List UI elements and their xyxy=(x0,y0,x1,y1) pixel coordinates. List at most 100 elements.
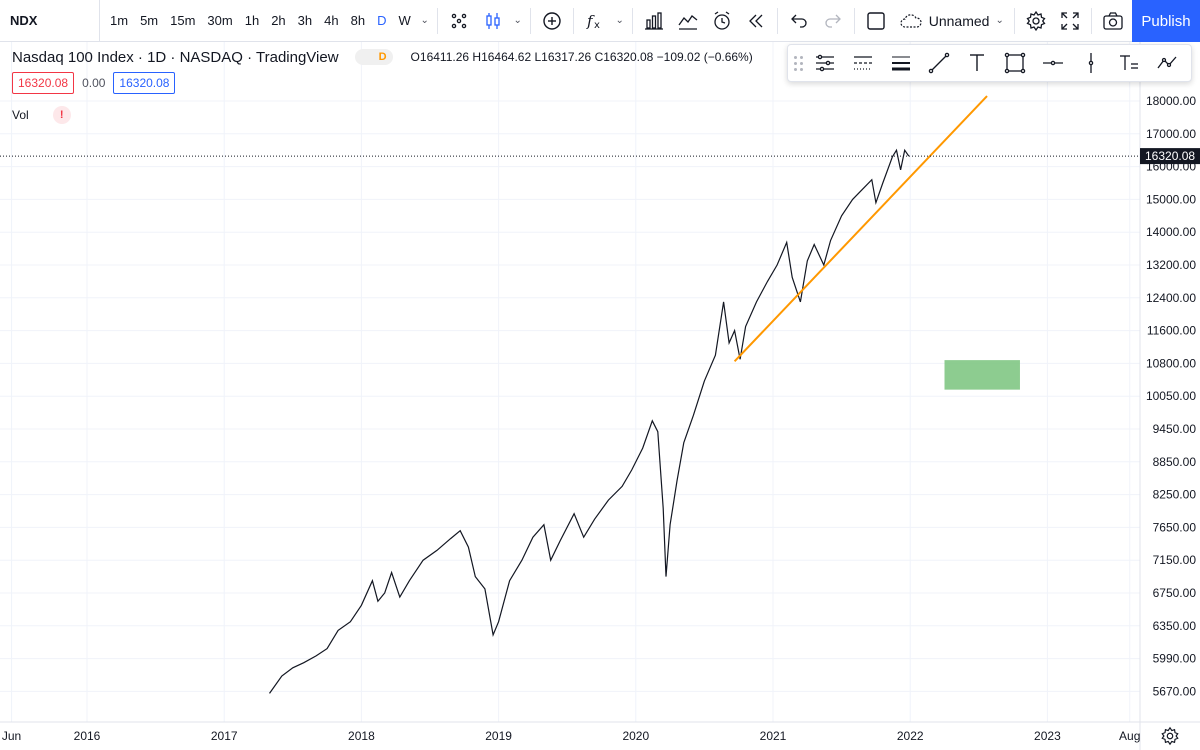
rectangle-tool-icon[interactable] xyxy=(996,45,1034,81)
buy-price-button[interactable]: 16320.08 xyxy=(113,72,176,94)
time-tick-label: 2016 xyxy=(74,729,101,743)
price-tick-label: 7650.00 xyxy=(1153,520,1197,534)
time-tick-label: 2021 xyxy=(760,729,787,743)
interval-tabs: 1m 5m 15m 30m 1h 2h 3h 4h 8h D W xyxy=(100,0,417,42)
time-tick-label: 2023 xyxy=(1034,729,1061,743)
interval-4h[interactable]: 4h xyxy=(324,13,339,28)
low-value: 16317.26 xyxy=(541,50,592,64)
replay-icon[interactable] xyxy=(739,0,773,42)
chart-legend: Nasdaq 100 Index · 1D · NASDAQ · Trading… xyxy=(12,48,753,124)
price-tick-label: 17000.00 xyxy=(1146,127,1196,141)
interval-D[interactable]: D xyxy=(377,13,387,28)
alert-icon[interactable] xyxy=(705,0,739,42)
trend-line-drawing xyxy=(733,95,988,363)
time-tick-label: 2019 xyxy=(485,729,512,743)
drag-handle-icon[interactable] xyxy=(794,53,806,73)
volume-indicator-label[interactable]: Vol xyxy=(12,108,29,122)
interval-30m[interactable]: 30m xyxy=(207,13,233,28)
price-tick-label: 15000.00 xyxy=(1146,192,1196,206)
interval-2h[interactable]: 2h xyxy=(271,13,286,28)
price-tick-label: 6350.00 xyxy=(1153,619,1197,633)
time-tick-label: 2018 xyxy=(348,729,375,743)
compare-icon[interactable] xyxy=(671,0,705,42)
close-value: 16320.08 xyxy=(603,50,654,64)
price-tick-label: 18000.00 xyxy=(1146,94,1196,108)
price-tick-label: 5990.00 xyxy=(1153,652,1197,666)
last-price-tag: 16320.08 xyxy=(1140,148,1200,165)
time-tick-label: 2020 xyxy=(622,729,649,743)
expand-icon[interactable] xyxy=(1053,0,1087,42)
chart-type-chevron-icon[interactable]: ⌄ xyxy=(513,15,522,26)
layout-name: Unnamed xyxy=(928,12,990,29)
svg-text:x: x xyxy=(594,20,600,31)
price-tick-label: 8850.00 xyxy=(1153,455,1197,469)
price-tick-label: 12400.00 xyxy=(1146,291,1196,305)
publish-button[interactable]: Publish xyxy=(1132,0,1200,42)
symbol-title[interactable]: Nasdaq 100 Index · 1D · NASDAQ · Trading… xyxy=(12,48,339,66)
ohlc-values: O16411.26 H16464.62 L16317.26 C16320.08 … xyxy=(410,50,753,64)
interval-1h[interactable]: 1h xyxy=(244,13,260,28)
indicators-chevron-icon[interactable]: ⌄ xyxy=(615,15,624,26)
sell-price-button[interactable]: 16320.08 xyxy=(12,72,75,94)
symbol-search[interactable]: NDX xyxy=(0,0,100,42)
time-tick-label: Aug xyxy=(1119,729,1140,743)
interval-15m[interactable]: 15m xyxy=(170,13,196,28)
drawing-toolbar xyxy=(787,44,1192,82)
interval-3h[interactable]: 3h xyxy=(297,13,313,28)
chart-settings-gear-icon[interactable] xyxy=(1140,722,1200,750)
price-tick-label: 6750.00 xyxy=(1153,586,1197,600)
add-indicator-icon[interactable] xyxy=(535,0,569,42)
candles-icon[interactable] xyxy=(476,0,510,42)
cloud-icon xyxy=(900,13,922,28)
template-lines-icon[interactable] xyxy=(806,45,844,81)
price-series-line xyxy=(269,148,910,694)
svg-text:f: f xyxy=(586,12,595,30)
interval-W[interactable]: W xyxy=(398,13,411,28)
templates-icon[interactable] xyxy=(637,0,671,42)
trend-line-tool-icon[interactable] xyxy=(920,45,958,81)
change-value: −109.02 (−0.66%) xyxy=(656,50,753,64)
layout-name-button[interactable]: Unnamed ⌄ xyxy=(893,0,1010,42)
price-tick-label: 13200.00 xyxy=(1146,258,1196,272)
interval-chevron-down-icon[interactable]: ⌄ xyxy=(420,15,429,26)
spread-value: 0.00 xyxy=(82,76,106,90)
price-tick-label: 10050.00 xyxy=(1146,389,1196,403)
delayed-badge[interactable]: D xyxy=(354,49,393,65)
price-tick-label: 11600.00 xyxy=(1147,324,1196,338)
last-price-label: 16320.08 xyxy=(1145,149,1195,163)
volume-warning-icon[interactable]: ! xyxy=(52,106,71,124)
time-axis: Jun 2016 2017 2018 2019 2020 2021 2022 2023 Aug xyxy=(0,721,1200,743)
undo-icon[interactable] xyxy=(782,0,816,42)
grid-lines xyxy=(0,42,1140,722)
horizontal-line-tool-icon[interactable] xyxy=(1034,45,1072,81)
line-style-icon[interactable] xyxy=(844,45,882,81)
interval-5m[interactable]: 5m xyxy=(140,13,159,28)
price-tick-label: 9450.00 xyxy=(1153,422,1197,436)
price-tick-label: 7150.00 xyxy=(1153,553,1197,567)
rectangle-drawing xyxy=(944,360,1020,390)
settings-icon[interactable] xyxy=(1019,0,1053,42)
text-note-tool-icon[interactable] xyxy=(1110,45,1148,81)
chart-style-icon[interactable] xyxy=(442,0,476,42)
layout-chevron-icon: ⌄ xyxy=(995,15,1004,26)
camera-icon[interactable] xyxy=(1096,0,1130,42)
vertical-line-tool-icon[interactable] xyxy=(1072,45,1110,81)
price-tick-label: 5670.00 xyxy=(1153,684,1197,698)
price-axis: 18000.0017000.0016000.0015000.0014000.00… xyxy=(1139,42,1197,750)
line-width-icon[interactable] xyxy=(882,45,920,81)
price-tick-label: 14000.00 xyxy=(1146,225,1196,239)
high-value: 16464.62 xyxy=(481,50,532,64)
interval-8h[interactable]: 8h xyxy=(350,13,366,28)
price-tick-label: 10800.00 xyxy=(1146,356,1196,370)
path-tool-icon[interactable] xyxy=(1148,45,1186,81)
open-value: 16411.26 xyxy=(419,50,470,64)
text-tool-icon[interactable] xyxy=(958,45,996,81)
time-tick-label: 2022 xyxy=(897,729,924,743)
redo-icon[interactable] xyxy=(816,0,850,42)
interval-1m[interactable]: 1m xyxy=(110,13,129,28)
price-tick-label: 8250.00 xyxy=(1153,488,1197,502)
fullscreen-square-icon[interactable] xyxy=(859,0,893,42)
